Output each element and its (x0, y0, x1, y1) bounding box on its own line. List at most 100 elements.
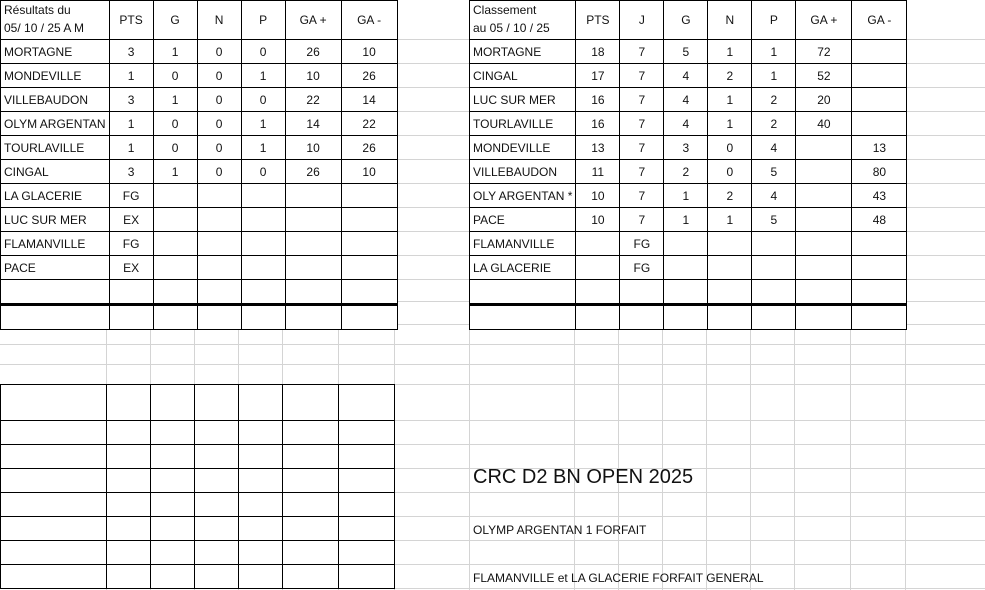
value-cell[interactable]: 26 (284, 159, 342, 184)
column-header[interactable]: GA + (795, 0, 853, 40)
value-cell[interactable]: 1 (707, 39, 753, 64)
value-cell[interactable] (851, 63, 908, 88)
value-cell[interactable] (575, 231, 621, 256)
value-cell[interactable]: 4 (663, 87, 709, 112)
empty-cell[interactable] (106, 492, 151, 517)
value-cell[interactable]: 0 (707, 135, 753, 160)
team-name-cell[interactable]: FLAMANVILLE (468, 231, 577, 256)
value-cell[interactable] (751, 255, 797, 280)
column-header[interactable]: GA + (284, 0, 342, 40)
value-cell[interactable] (240, 207, 286, 232)
empty-cell[interactable] (282, 444, 339, 469)
empty-cell[interactable] (194, 420, 239, 445)
empty-cell[interactable] (106, 384, 151, 421)
value-cell[interactable] (284, 207, 342, 232)
empty-cell[interactable] (338, 540, 395, 565)
empty-cell[interactable] (282, 516, 339, 541)
empty-cell[interactable] (0, 444, 107, 469)
team-name-cell[interactable]: TOURLAVILLE (468, 111, 577, 136)
value-cell[interactable]: EX (108, 255, 154, 280)
value-cell[interactable]: 0 (196, 135, 242, 160)
empty-cell[interactable] (238, 540, 283, 565)
empty-cell[interactable] (0, 564, 107, 589)
value-cell[interactable]: 0 (196, 39, 242, 64)
empty-cell[interactable] (106, 540, 151, 565)
value-cell[interactable]: FG (108, 183, 154, 208)
team-name-cell[interactable]: PACE (468, 207, 577, 232)
empty-cell[interactable] (150, 540, 195, 565)
value-cell[interactable] (707, 255, 753, 280)
value-cell[interactable]: 72 (795, 39, 853, 64)
value-cell[interactable] (152, 304, 198, 330)
value-cell[interactable]: 40 (795, 111, 853, 136)
value-cell[interactable]: 10 (284, 63, 342, 88)
value-cell[interactable] (240, 183, 286, 208)
value-cell[interactable] (284, 279, 342, 306)
team-name-cell[interactable]: MORTAGNE (0, 39, 110, 64)
team-name-cell[interactable]: LUC SUR MER (468, 87, 577, 112)
column-header[interactable]: PTS (108, 0, 154, 40)
empty-cell[interactable] (194, 540, 239, 565)
empty-cell[interactable] (238, 468, 283, 493)
team-name-cell[interactable]: TOURLAVILLE (0, 135, 110, 160)
value-cell[interactable]: 7 (619, 135, 665, 160)
value-cell[interactable]: 1 (240, 111, 286, 136)
column-header[interactable]: P (240, 0, 286, 40)
value-cell[interactable] (795, 135, 853, 160)
header-label-cell[interactable]: Résultats du 05/ 10 / 25 A M (0, 0, 110, 40)
value-cell[interactable]: 0 (196, 87, 242, 112)
value-cell[interactable] (851, 39, 908, 64)
value-cell[interactable]: 0 (196, 63, 242, 88)
value-cell[interactable] (795, 279, 853, 306)
value-cell[interactable]: 0 (240, 159, 286, 184)
value-cell[interactable]: 1 (707, 207, 753, 232)
empty-cell[interactable] (150, 492, 195, 517)
value-cell[interactable] (619, 279, 665, 306)
team-name-cell[interactable] (0, 304, 110, 330)
value-cell[interactable]: 14 (340, 87, 398, 112)
empty-cell[interactable] (238, 384, 283, 421)
value-cell[interactable]: 13 (575, 135, 621, 160)
empty-cell[interactable] (238, 516, 283, 541)
team-name-cell[interactable]: MORTAGNE (468, 39, 577, 64)
value-cell[interactable]: 1 (751, 63, 797, 88)
empty-cell[interactable] (194, 564, 239, 589)
value-cell[interactable] (851, 231, 908, 256)
value-cell[interactable] (340, 255, 398, 280)
value-cell[interactable]: 1 (108, 135, 154, 160)
value-cell[interactable] (619, 304, 665, 330)
team-name-cell[interactable]: LUC SUR MER (0, 207, 110, 232)
value-cell[interactable]: 5 (751, 207, 797, 232)
column-header[interactable]: GA - (340, 0, 398, 40)
value-cell[interactable]: 3 (663, 135, 709, 160)
team-name-cell[interactable]: PACE (0, 255, 110, 280)
value-cell[interactable] (284, 304, 342, 330)
team-name-cell[interactable]: OLYM ARGENTAN (0, 111, 110, 136)
empty-cell[interactable] (238, 564, 283, 589)
empty-cell[interactable] (0, 468, 107, 493)
value-cell[interactable]: 1 (152, 159, 198, 184)
value-cell[interactable]: FG (619, 255, 665, 280)
value-cell[interactable] (284, 255, 342, 280)
team-name-cell[interactable]: VILLEBAUDON (0, 87, 110, 112)
value-cell[interactable]: 7 (619, 159, 665, 184)
value-cell[interactable] (196, 231, 242, 256)
empty-cell[interactable] (282, 468, 339, 493)
value-cell[interactable] (795, 183, 853, 208)
empty-cell[interactable] (338, 468, 395, 493)
value-cell[interactable]: 48 (851, 207, 908, 232)
value-cell[interactable]: 4 (663, 63, 709, 88)
value-cell[interactable] (340, 279, 398, 306)
value-cell[interactable]: 5 (751, 159, 797, 184)
empty-cell[interactable] (338, 492, 395, 517)
team-name-cell[interactable]: FLAMANVILLE (0, 231, 110, 256)
value-cell[interactable]: 2 (663, 159, 709, 184)
value-cell[interactable]: 1 (707, 111, 753, 136)
value-cell[interactable] (751, 304, 797, 330)
value-cell[interactable]: 0 (152, 135, 198, 160)
empty-cell[interactable] (338, 420, 395, 445)
empty-cell[interactable] (150, 384, 195, 421)
value-cell[interactable]: 7 (619, 183, 665, 208)
value-cell[interactable]: 13 (851, 135, 908, 160)
value-cell[interactable]: 26 (340, 63, 398, 88)
